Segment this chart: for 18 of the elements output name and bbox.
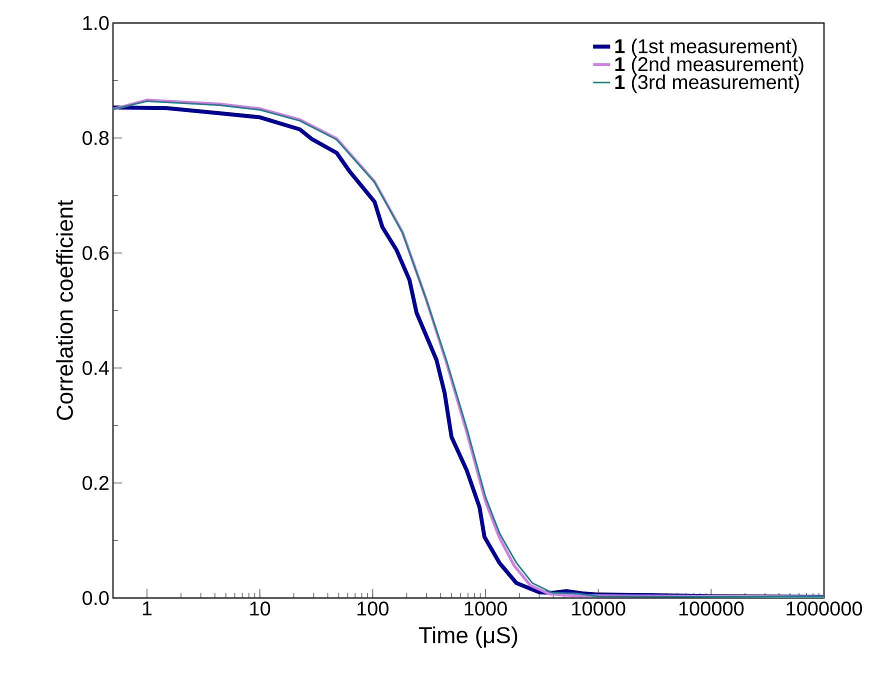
y-tick-label: 0.2 [82,476,108,490]
y-axis-title: Correlation coefficient [56,200,73,420]
x-tick-label: 1000 [464,602,507,616]
x-tick-label: 10000 [572,602,626,616]
legend-label: 1 (1st measurement) [615,38,797,58]
legend-label: 1 (2nd measurement) [615,56,804,76]
x-axis-title: Time (μS) [418,626,518,648]
y-tick-label: 1.0 [83,16,109,30]
x-tick-label: 100 [358,602,388,616]
y-tick-label: 0.4 [82,360,109,376]
y-tick-label: 0.8 [82,130,109,146]
y-tick-label: 0.0 [82,590,109,606]
x-tick-label: 100000 [679,602,744,616]
x-tick-label: 10 [250,602,270,616]
x-tick-label: 1000000 [786,602,862,616]
x-tick-label: 1 [142,602,152,616]
legend-label: 1 (3rd measurement) [615,74,799,94]
y-tick-label: 0.6 [82,246,109,260]
